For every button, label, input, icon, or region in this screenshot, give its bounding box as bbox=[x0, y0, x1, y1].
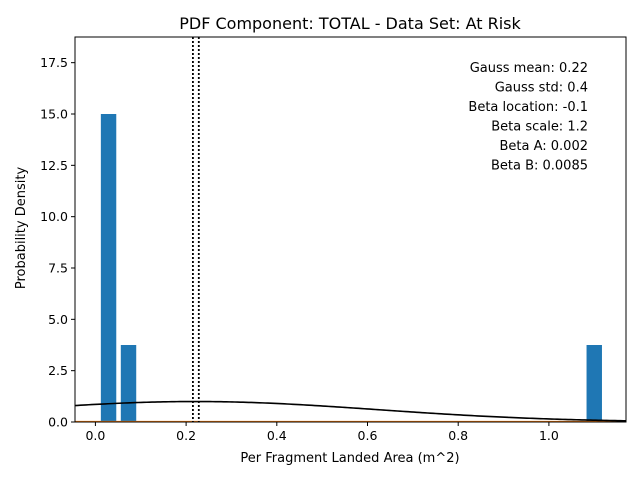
gauss-curve bbox=[75, 400, 626, 422]
stats-annotation: Beta location: -0.1 bbox=[468, 100, 588, 115]
y-tick-label: 15.0 bbox=[40, 107, 68, 122]
bar bbox=[586, 345, 602, 422]
y-tick-label: 12.5 bbox=[40, 158, 68, 173]
stats-annotation: Gauss mean: 0.22 bbox=[470, 61, 588, 76]
chart-title: PDF Component: TOTAL - Data Set: At Risk bbox=[179, 14, 521, 33]
y-tick-label: 7.5 bbox=[48, 261, 68, 276]
bar bbox=[100, 114, 117, 422]
plot-area: 0.0 0.2 0.4 0.6 0.8 1.0 0.0 2.5 5.0 7.5 10.0 12.5 15… bbox=[40, 36, 627, 443]
y-tick-label: 2.5 bbox=[48, 363, 68, 378]
stats-annotation: Gauss std: 0.4 bbox=[495, 81, 588, 96]
x-tick-label: 0.0 bbox=[85, 428, 105, 443]
y-tick-label: 5.0 bbox=[48, 312, 68, 327]
x-tick-label: 0.6 bbox=[358, 428, 378, 443]
x-axis-label: Per Fragment Landed Area (m^2) bbox=[240, 451, 459, 466]
stats-annotation: Beta scale: 1.2 bbox=[491, 120, 588, 135]
y-tick-label: 10.0 bbox=[40, 209, 68, 224]
bar bbox=[120, 345, 137, 422]
stats-annotation: Beta A: 0.002 bbox=[499, 139, 588, 154]
axes-frame bbox=[74, 36, 627, 423]
stats-annotation: Beta B: 0.0085 bbox=[491, 159, 588, 174]
x-tick-label: 0.8 bbox=[448, 428, 468, 443]
y-tick-label: 0.0 bbox=[48, 415, 68, 430]
x-tick-label: 1.0 bbox=[539, 428, 559, 443]
x-tick-label: 0.4 bbox=[267, 428, 287, 443]
stats-annotations: Gauss mean: 0.22 Gauss std: 0.4 Beta locat… bbox=[468, 61, 588, 174]
x-tick-label: 0.2 bbox=[176, 428, 196, 443]
y-axis-label: Probability Density bbox=[14, 167, 29, 290]
y-tick-label: 17.5 bbox=[40, 55, 68, 70]
